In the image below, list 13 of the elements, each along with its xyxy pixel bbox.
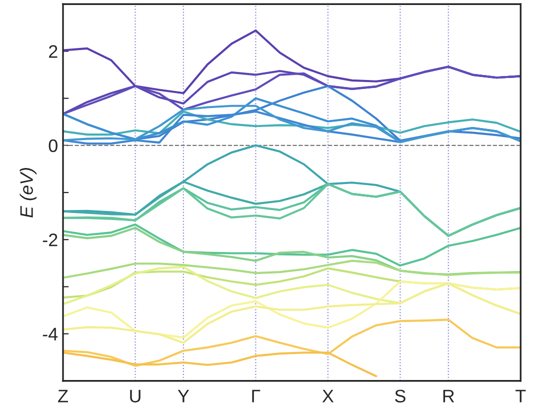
y-tick-label: -2 <box>42 234 58 246</box>
x-tick-label: S <box>395 390 406 402</box>
x-tick-label: U <box>130 390 140 402</box>
x-tick-label: Y <box>178 390 190 402</box>
y-tick-label: 0 <box>48 139 58 152</box>
y-tick-label: -4 <box>42 328 58 340</box>
x-tick-label: X <box>322 390 334 402</box>
y-axis-title: E (eV) <box>20 168 37 218</box>
x-tick-label: Z <box>58 390 68 402</box>
x-tick-label: R <box>443 390 454 402</box>
x-tick-label: Γ <box>252 390 260 402</box>
x-tick-label: T <box>516 390 526 402</box>
y-tick-label: 2 <box>49 45 58 58</box>
